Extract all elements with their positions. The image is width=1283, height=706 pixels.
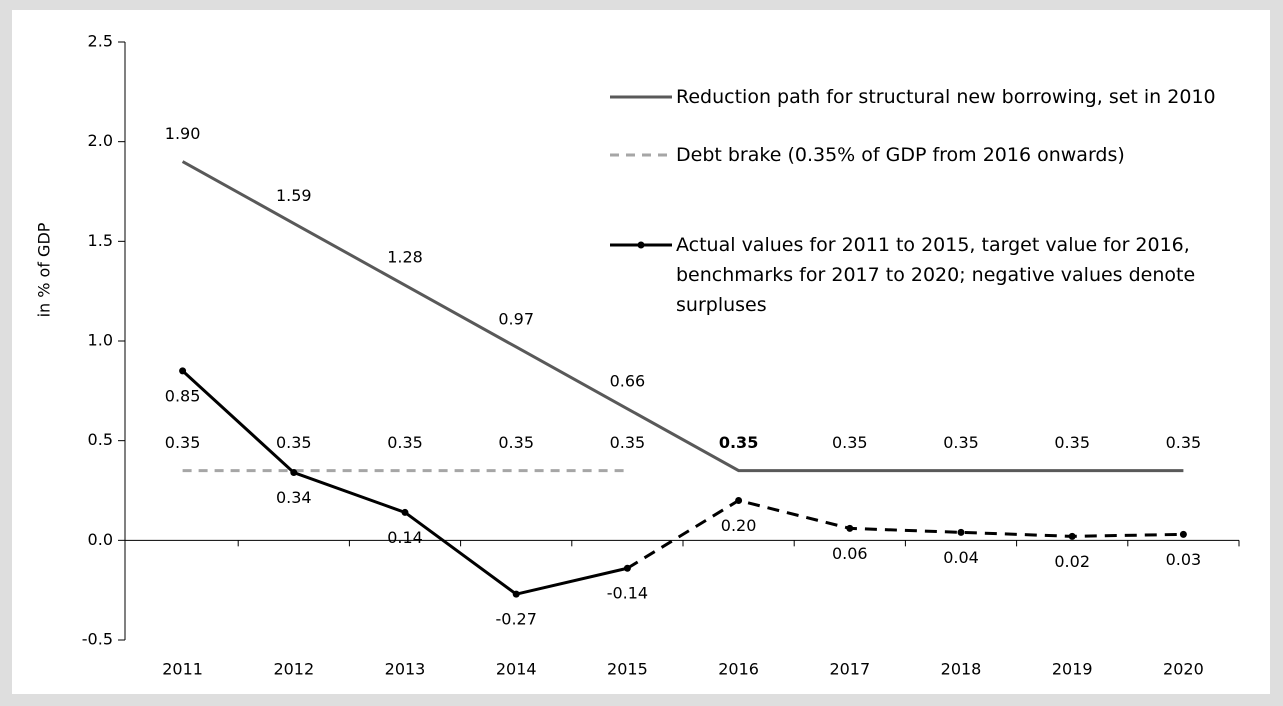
point-marker	[1179, 530, 1187, 538]
data-label: 0.20	[721, 516, 757, 535]
point-marker	[846, 524, 854, 532]
point-marker	[179, 367, 187, 375]
y-tick-label: -0.5	[82, 630, 113, 649]
point-marker	[290, 469, 298, 477]
point-marker	[512, 590, 520, 598]
data-label: 0.35	[387, 433, 423, 452]
y-tick-label: 1.0	[88, 331, 113, 350]
y-tick-label: 0.0	[88, 530, 113, 549]
data-label: 0.35	[610, 433, 646, 452]
x-tick-label: 2015	[607, 660, 648, 679]
point-marker	[735, 496, 743, 504]
data-label: 0.06	[832, 544, 868, 563]
data-label: 0.35	[165, 433, 201, 452]
x-tick-label: 2011	[162, 660, 203, 679]
y-tick-label: 2.5	[88, 32, 113, 51]
data-label: 0.35	[498, 433, 534, 452]
series-line	[626, 498, 1184, 570]
data-label: 1.28	[387, 248, 423, 267]
data-label: 0.35	[832, 433, 868, 452]
data-label: 0.35	[1166, 433, 1202, 452]
chart-area	[12, 10, 1270, 694]
data-label: 0.34	[276, 488, 312, 507]
data-label: 0.03	[1166, 550, 1202, 569]
legend-entry: Actual values for 2011 to 2015, target v…	[676, 234, 1196, 316]
data-label: 0.66	[610, 371, 646, 390]
point-marker	[401, 508, 409, 516]
point-marker	[623, 564, 631, 572]
x-tick-label: 2014	[496, 660, 537, 679]
data-label: 0.97	[498, 309, 534, 328]
x-tick-label: 2017	[829, 660, 870, 679]
series-line	[181, 160, 1184, 473]
legend-entry: Debt brake (0.35% of GDP from 2016 onwar…	[676, 144, 1125, 166]
legend-entry: Reduction path for structural new borrow…	[676, 86, 1216, 108]
legend-marker	[637, 241, 645, 249]
data-label: 1.90	[165, 124, 201, 143]
x-tick-label: 2013	[385, 660, 426, 679]
data-label: 0.35	[719, 433, 758, 452]
point-marker	[1068, 532, 1076, 540]
data-label: 0.35	[1054, 433, 1090, 452]
data-label: 0.85	[165, 386, 201, 405]
data-label: 0.35	[276, 433, 312, 452]
y-tick-label: 0.5	[88, 430, 113, 449]
data-label: -0.27	[495, 610, 536, 629]
x-tick-label: 2016	[718, 660, 759, 679]
data-label: -0.14	[607, 584, 648, 603]
data-label: 0.04	[943, 548, 979, 567]
y-tick-label: 2.0	[88, 131, 113, 150]
x-tick-label: 2012	[273, 660, 314, 679]
x-tick-label: 2019	[1052, 660, 1093, 679]
y-tick-label: 1.5	[88, 231, 113, 250]
y-axis-label: in % of GDP	[35, 222, 54, 317]
data-label: 0.35	[943, 433, 979, 452]
data-label: 0.14	[387, 528, 423, 547]
point-marker	[957, 528, 965, 536]
data-label: 0.02	[1054, 552, 1090, 571]
x-tick-label: 2018	[941, 660, 982, 679]
x-tick-label: 2020	[1163, 660, 1204, 679]
data-label: 1.59	[276, 186, 312, 205]
